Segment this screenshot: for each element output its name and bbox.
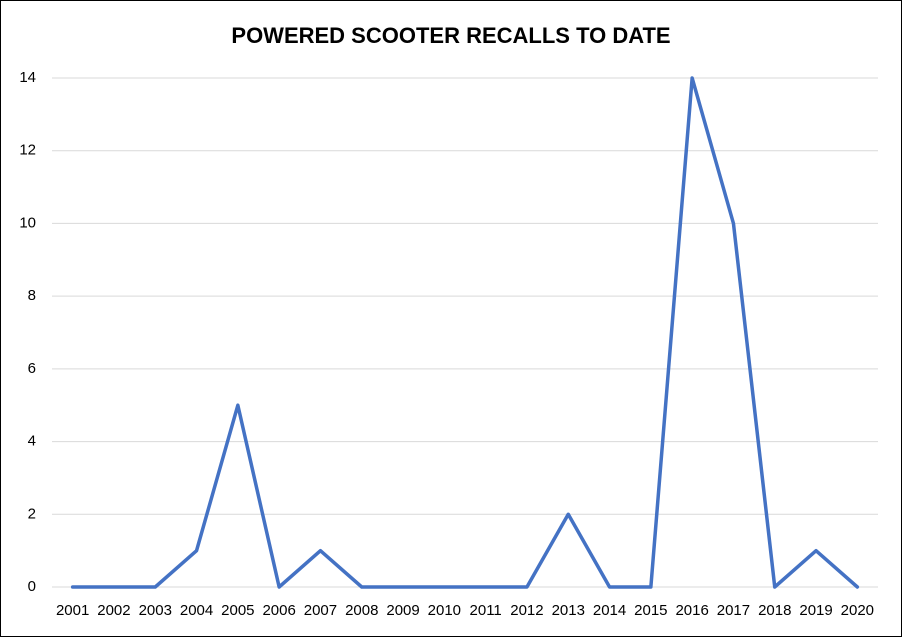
x-tick-label: 2015	[634, 602, 667, 619]
x-tick-label: 2008	[345, 602, 378, 619]
x-tick-label: 2019	[799, 602, 832, 619]
x-tick-label: 2009	[386, 602, 419, 619]
x-tick-label: 2006	[262, 602, 295, 619]
y-tick-label: 2	[28, 505, 36, 522]
x-tick-label: 2001	[56, 602, 89, 619]
x-tick-label: 2018	[758, 602, 791, 619]
y-tick-label: 12	[19, 142, 36, 159]
x-tick-label: 2020	[841, 602, 874, 619]
y-tick-label: 10	[19, 214, 36, 231]
y-tick-label: 0	[28, 578, 36, 595]
x-tick-label: 2014	[593, 602, 626, 619]
y-tick-label: 6	[28, 360, 36, 377]
x-tick-label: 2010	[428, 602, 461, 619]
x-tick-label: 2017	[717, 602, 750, 619]
y-tick-label: 4	[28, 433, 36, 450]
x-tick-label: 2003	[139, 602, 172, 619]
x-tick-label: 2004	[180, 602, 213, 619]
chart-title: POWERED SCOOTER RECALLS TO DATE	[231, 23, 670, 48]
x-tick-label: 2002	[97, 602, 130, 619]
x-tick-label: 2007	[304, 602, 337, 619]
x-tick-label: 2012	[510, 602, 543, 619]
x-tick-label: 2013	[552, 602, 585, 619]
x-tick-label: 2016	[675, 602, 708, 619]
y-tick-label: 14	[19, 69, 36, 86]
y-tick-label: 8	[28, 287, 36, 304]
line	[70, 76, 860, 589]
x-tick-label: 2005	[221, 602, 254, 619]
x-tick-label: 2011	[470, 602, 502, 619]
